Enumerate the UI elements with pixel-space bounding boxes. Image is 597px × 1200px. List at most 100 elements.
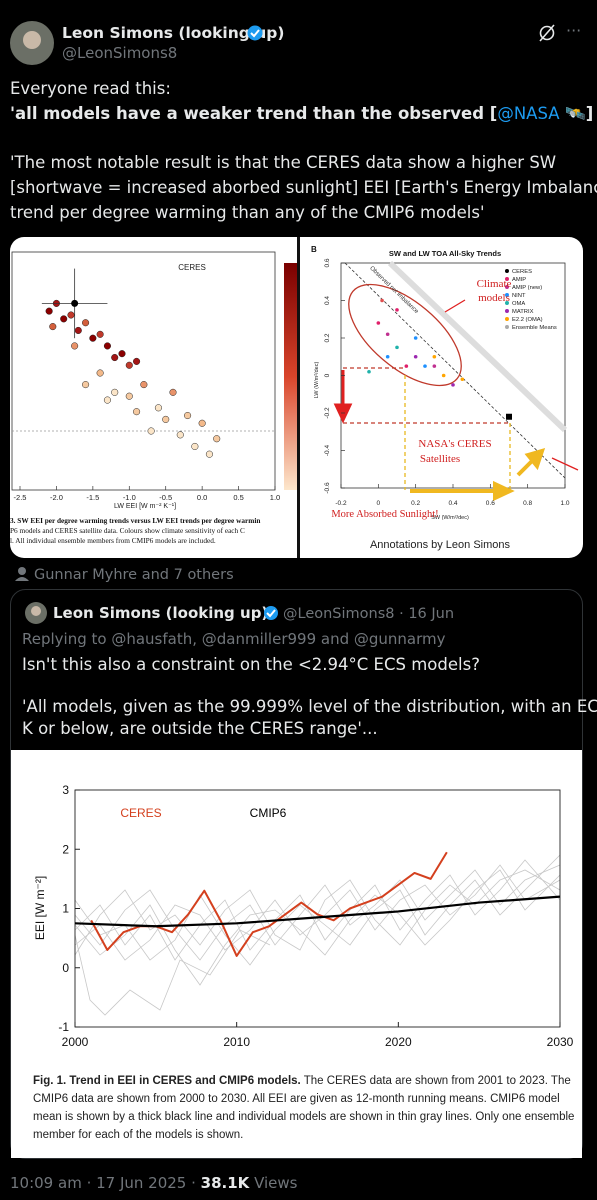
x-tick-label: 2000 xyxy=(62,1035,89,1049)
y-tick-label: -0.6 xyxy=(324,482,331,494)
quote-card[interactable] xyxy=(10,589,583,1159)
tweet-text: trend per degree warming than any of the… xyxy=(10,203,485,222)
scatter-point xyxy=(413,354,418,359)
figure-caption: 3. SW EEI per degree warming trends vers… xyxy=(10,516,260,525)
scatter-point xyxy=(432,364,437,368)
model-line xyxy=(74,869,561,986)
y-tick-label: 0.2 xyxy=(324,333,331,342)
y-tick-label: 2 xyxy=(62,842,69,856)
right-panel: B SW and LW TOA All-Sky Trends -0.2 0 0.2 0.4… xyxy=(311,245,579,551)
scatter-point xyxy=(96,330,104,338)
arrow-thin xyxy=(444,299,466,313)
x-tick-label: 2030 xyxy=(547,1035,574,1049)
legend-label: MATRIX xyxy=(512,309,534,315)
legend-label: AMIP xyxy=(512,277,526,283)
x-tick-label: 0.8 xyxy=(523,500,532,507)
scatter-point xyxy=(133,357,141,365)
scatter-point xyxy=(404,364,409,368)
annotation: Annotations by Leon Simons xyxy=(370,539,511,551)
scatter-point xyxy=(423,364,427,368)
avatar-face xyxy=(23,31,41,49)
legend-label: CERES xyxy=(512,269,532,275)
scatter-point xyxy=(385,354,390,359)
colorbar xyxy=(284,263,297,490)
ceres-point xyxy=(506,413,512,420)
verified-badge xyxy=(247,25,263,41)
verified-check xyxy=(266,609,276,618)
scatter-point xyxy=(176,431,184,439)
scatter-point xyxy=(74,326,82,335)
band xyxy=(387,260,568,433)
scatter-point xyxy=(125,361,133,369)
y-axis-label: EEI [W m⁻²] xyxy=(33,876,47,940)
annotation: Satellites xyxy=(420,453,460,465)
y-tick-label: 0.6 xyxy=(324,258,331,267)
scatter-point xyxy=(213,435,221,443)
annotation: Climate xyxy=(477,278,512,290)
annotation-ellipse xyxy=(348,283,462,387)
x-tick-label: -2.5 xyxy=(14,493,27,502)
scatter-point xyxy=(385,332,390,337)
grok-icon[interactable] xyxy=(539,25,555,41)
scatter-point xyxy=(154,404,162,412)
scatter-point xyxy=(460,377,465,382)
x-axis-label: LW EEI [W m⁻² K⁻¹] xyxy=(114,503,176,510)
y-tick-label: 0.4 xyxy=(324,296,331,305)
scatter-point xyxy=(103,342,111,350)
x-tick-label: 2020 xyxy=(385,1035,412,1049)
more-menu[interactable]: ··· xyxy=(566,21,581,40)
figure-caption: member for each of the models is shown. xyxy=(33,1129,243,1141)
author-handle[interactable]: @LeonSimons8 xyxy=(62,44,177,62)
scatter-point xyxy=(49,323,57,331)
series-line xyxy=(74,895,561,928)
x-tick-label: 0.6 xyxy=(486,500,495,507)
verified-check xyxy=(250,29,260,38)
legend-swatch xyxy=(505,301,509,305)
y-axis-label: LW (W/m²/dec) xyxy=(314,362,320,399)
arrow-yellow xyxy=(410,480,515,502)
scatter-point xyxy=(111,388,119,396)
x-tick-label: -1.0 xyxy=(123,493,136,502)
annotation: NASA's CERES xyxy=(418,438,491,450)
x-tick-label: 0.0 xyxy=(197,493,207,502)
plot-frame xyxy=(11,251,276,491)
x-tick-label: 0.4 xyxy=(448,500,457,507)
y-tick-label: -0.2 xyxy=(324,407,331,419)
quote-image[interactable] xyxy=(11,750,582,1158)
scatter-point xyxy=(376,321,381,325)
tweet-text: [shortwave = increased aborbed sunlight]… xyxy=(10,178,597,197)
legend-swatch xyxy=(505,269,509,273)
grok-icon-slash xyxy=(539,24,555,42)
scatter-point xyxy=(111,353,119,362)
x-tick-label: 1.0 xyxy=(270,493,280,502)
scatter-point xyxy=(441,373,446,378)
figure-caption: l. All individual ensemble members from … xyxy=(10,536,216,545)
model-line xyxy=(74,864,561,961)
figure-caption: P6 models and CERES satellite data. Colo… xyxy=(10,526,245,535)
author-name[interactable]: Leon Simons (looking up) xyxy=(62,24,284,42)
verified-badge xyxy=(264,606,278,620)
arrow-red xyxy=(333,370,353,424)
scatter-point xyxy=(140,381,148,389)
tweet-text: Everyone read this: xyxy=(10,79,171,98)
scatter-point xyxy=(367,369,371,374)
x-tick-label: 0.5 xyxy=(233,493,243,502)
panel-label: B xyxy=(311,245,317,254)
legend-label: NINT xyxy=(512,293,526,299)
y-tick-label: 3 xyxy=(62,783,69,797)
legend-swatch xyxy=(505,317,509,321)
liked-by[interactable]: Gunnar Myhre and 7 others xyxy=(34,567,234,583)
scatter-point xyxy=(125,392,133,400)
scatter-point xyxy=(67,311,75,319)
left-panel: -2.5 -2.0 -1.5 -1.0 -0.5 0.0 0.5 1.0 CERES LW EEI… xyxy=(10,251,297,545)
media-image[interactable]: -2.5 -2.0 -1.5 -1.0 -0.5 0.0 0.5 1.0 CERES LW EEI… xyxy=(10,237,583,558)
scatter-point xyxy=(45,307,53,315)
x-axis-label: SW (W/m²/dec) xyxy=(431,515,469,521)
x-tick-label: -0.2 xyxy=(335,500,347,507)
arrow-yellow xyxy=(516,448,546,477)
scatter-point xyxy=(191,442,199,451)
caption-text: The CERES data are shown from 2001 to 20… xyxy=(301,1075,571,1087)
quote-text: Isn't this also a constraint on the <2.9… xyxy=(22,655,480,674)
legend-swatch xyxy=(505,293,509,297)
y-tick-label: 1 xyxy=(62,902,69,916)
